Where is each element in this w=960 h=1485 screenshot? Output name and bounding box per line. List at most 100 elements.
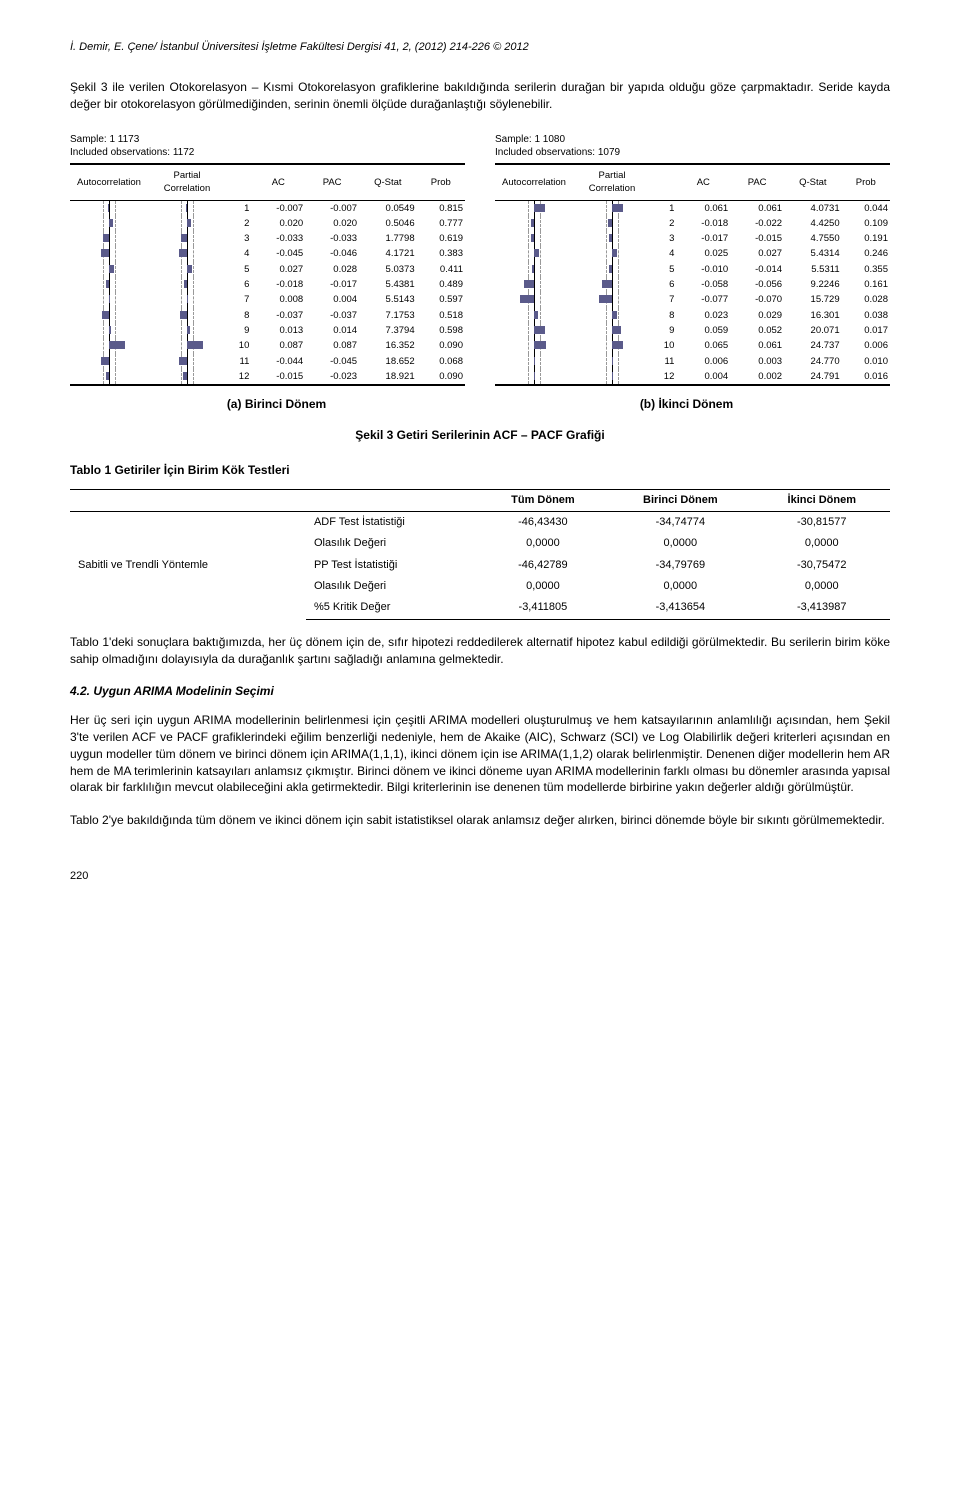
- correlation-bar-cell: [70, 246, 148, 261]
- prob-cell: 0.777: [417, 216, 465, 231]
- unit-root-cell: PP Test İstatistiği: [306, 555, 479, 576]
- prob-cell: 0.619: [417, 231, 465, 246]
- unit-root-cell: -46,43430: [479, 511, 608, 533]
- lag-cell: 12: [226, 369, 251, 385]
- acf-row: 1-0.007-0.0070.05490.815: [70, 200, 465, 216]
- pac-cell: -0.017: [305, 277, 359, 292]
- prob-cell: 0.028: [842, 292, 890, 307]
- correlation-bar-cell: [70, 369, 148, 385]
- correlation-bar-cell: [148, 323, 226, 338]
- lag-cell: 3: [226, 231, 251, 246]
- unit-root-cell: 0,0000: [479, 576, 608, 597]
- figure-3-caption: Şekil 3 Getiri Serilerinin ACF – PACF Gr…: [70, 427, 890, 444]
- qstat-cell: 5.5143: [359, 292, 417, 307]
- ac-cell: 0.013: [251, 323, 305, 338]
- qstat-cell: 24.791: [784, 369, 842, 385]
- pac-cell: 0.087: [305, 338, 359, 353]
- sample-info-b: Sample: 1 1080 Included observations: 10…: [495, 133, 890, 159]
- lag-cell: 1: [226, 200, 251, 216]
- prob-cell: 0.109: [842, 216, 890, 231]
- ac-cell: -0.037: [251, 308, 305, 323]
- pac-cell: -0.007: [305, 200, 359, 216]
- qstat-cell: 16.352: [359, 338, 417, 353]
- prob-cell: 0.815: [417, 200, 465, 216]
- correlation-bar-cell: [70, 277, 148, 292]
- acf-table-b: AutocorrelationPartial CorrelationACPACQ…: [495, 163, 890, 386]
- ac-cell: -0.018: [251, 277, 305, 292]
- acf-row: 3-0.033-0.0331.77980.619: [70, 231, 465, 246]
- unit-root-cell: -30,81577: [754, 511, 891, 533]
- lag-cell: 11: [651, 354, 676, 369]
- prob-cell: 0.489: [417, 277, 465, 292]
- pac-cell: 0.028: [305, 262, 359, 277]
- correlation-bar-cell: [70, 338, 148, 353]
- acf-col-header: Autocorrelation: [70, 164, 148, 200]
- ac-cell: 0.027: [251, 262, 305, 277]
- acf-row: 20.0200.0200.50460.777: [70, 216, 465, 231]
- acf-col-header: Prob: [417, 164, 465, 200]
- qstat-cell: 1.7798: [359, 231, 417, 246]
- acf-table-a: AutocorrelationPartial CorrelationACPACQ…: [70, 163, 465, 386]
- pac-cell: -0.045: [305, 354, 359, 369]
- ac-cell: -0.044: [251, 354, 305, 369]
- prob-cell: 0.090: [417, 338, 465, 353]
- ac-cell: 0.061: [676, 200, 730, 216]
- acf-col-header: Autocorrelation: [495, 164, 573, 200]
- acf-col-header: AC: [251, 164, 305, 200]
- correlation-bar-cell: [148, 216, 226, 231]
- qstat-cell: 4.4250: [784, 216, 842, 231]
- prob-cell: 0.161: [842, 277, 890, 292]
- acf-panels-container: Sample: 1 1173 Included observations: 11…: [70, 133, 890, 386]
- table-1-title: Tablo 1 Getiriler İçin Birim Kök Testler…: [70, 462, 890, 479]
- lag-cell: 9: [651, 323, 676, 338]
- qstat-cell: 4.7550: [784, 231, 842, 246]
- acf-col-header: [226, 164, 251, 200]
- pac-cell: -0.014: [730, 262, 784, 277]
- correlation-bar-cell: [495, 354, 573, 369]
- acf-col-header: [651, 164, 676, 200]
- ac-cell: -0.015: [251, 369, 305, 385]
- correlation-bar-cell: [573, 216, 651, 231]
- qstat-cell: 5.0373: [359, 262, 417, 277]
- correlation-bar-cell: [70, 216, 148, 231]
- pac-cell: 0.029: [730, 308, 784, 323]
- para-after-table1: Tablo 1'deki sonuçlara baktığımızda, her…: [70, 634, 890, 668]
- qstat-cell: 7.1753: [359, 308, 417, 323]
- qstat-cell: 4.1721: [359, 246, 417, 261]
- acf-row: 3-0.017-0.0154.75500.191: [495, 231, 890, 246]
- correlation-bar-cell: [495, 262, 573, 277]
- pac-cell: -0.056: [730, 277, 784, 292]
- pac-cell: -0.037: [305, 308, 359, 323]
- correlation-bar-cell: [148, 277, 226, 292]
- lag-cell: 4: [226, 246, 251, 261]
- correlation-bar-cell: [495, 292, 573, 307]
- ac-cell: 0.023: [676, 308, 730, 323]
- unit-root-cell: 0,0000: [607, 533, 753, 554]
- correlation-bar-cell: [495, 231, 573, 246]
- lag-cell: 4: [651, 246, 676, 261]
- prob-cell: 0.411: [417, 262, 465, 277]
- prob-cell: 0.038: [842, 308, 890, 323]
- acf-panel-a: Sample: 1 1173 Included observations: 11…: [70, 133, 465, 386]
- pac-cell: 0.002: [730, 369, 784, 385]
- acf-row: 80.0230.02916.3010.038: [495, 308, 890, 323]
- acf-row: 70.0080.0045.51430.597: [70, 292, 465, 307]
- correlation-bar-cell: [573, 277, 651, 292]
- unit-root-row: Sabitli ve Trendli YöntemleADF Test İsta…: [70, 511, 890, 533]
- header-citation: İ. Demir, E. Çene/ İstanbul Üniversitesi…: [70, 40, 890, 55]
- ac-cell: 0.087: [251, 338, 305, 353]
- prob-cell: 0.597: [417, 292, 465, 307]
- correlation-bar-cell: [70, 231, 148, 246]
- qstat-cell: 5.4381: [359, 277, 417, 292]
- lag-cell: 9: [226, 323, 251, 338]
- unit-root-cell: -34,74774: [607, 511, 753, 533]
- col-blank: [306, 489, 479, 511]
- lag-cell: 5: [226, 262, 251, 277]
- lag-cell: 6: [651, 277, 676, 292]
- correlation-bar-cell: [148, 200, 226, 216]
- pac-cell: -0.015: [730, 231, 784, 246]
- pac-cell: 0.003: [730, 354, 784, 369]
- correlation-bar-cell: [148, 354, 226, 369]
- prob-cell: 0.068: [417, 354, 465, 369]
- pac-cell: 0.052: [730, 323, 784, 338]
